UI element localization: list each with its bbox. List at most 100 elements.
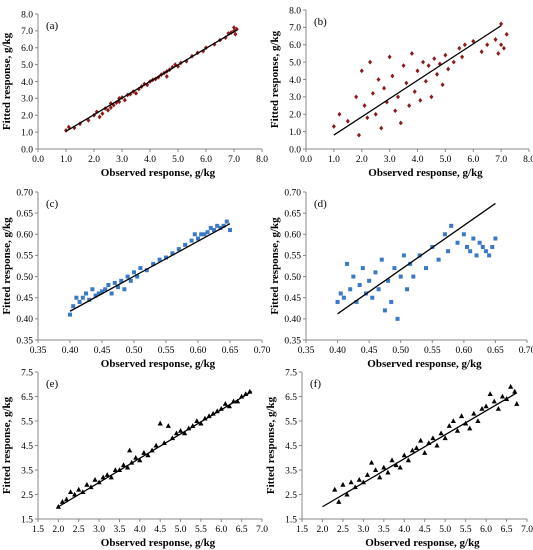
data-point	[87, 297, 92, 302]
x-tick-label: 7.0	[521, 525, 533, 535]
x-tick-label: 0.50	[392, 346, 409, 356]
data-point	[483, 403, 489, 409]
data-point	[491, 398, 497, 404]
y-tick-label: 3.0	[289, 93, 301, 103]
data-point	[435, 71, 440, 77]
data-point	[194, 418, 200, 423]
data-point	[514, 401, 520, 406]
x-axis-title: Observed response, g/kg	[101, 537, 216, 549]
data-point	[199, 232, 204, 237]
y-tick-label: 5.0	[289, 58, 301, 68]
data-point	[348, 287, 353, 292]
data-point	[455, 240, 460, 245]
data-point	[71, 304, 76, 309]
x-tick-label: 6.0	[467, 155, 479, 165]
data-point	[100, 474, 106, 480]
data-point	[415, 68, 420, 74]
x-tick-label: 3.5	[378, 525, 390, 535]
data-point	[460, 54, 465, 60]
data-point	[364, 472, 371, 477]
y-tick-label: 0.65	[284, 209, 301, 219]
data-point	[157, 257, 162, 262]
data-point	[450, 418, 456, 423]
y-axis-title: Fitted response, g/kg	[269, 217, 281, 315]
chart-panel-4: 0.35 0.40 0.45 0.50 0.55 0.60 0.65 0.70 0.35 0.40…	[269, 188, 533, 370]
data-point	[454, 428, 461, 433]
x-tick-label: 0.40	[329, 346, 346, 356]
data-point	[437, 61, 442, 67]
y-tick-label: 5.5	[285, 417, 297, 427]
y-tick-label: 0.65	[16, 209, 33, 219]
data-point	[68, 312, 72, 317]
x-tick-label: 5.0	[175, 525, 187, 535]
panel-label: (f)	[310, 378, 321, 390]
x-tick-label: 8.0	[523, 155, 533, 165]
data-point	[411, 274, 416, 279]
data-point	[461, 232, 466, 237]
data-point	[157, 420, 163, 426]
data-point	[501, 45, 506, 51]
chart-panel-3: 0.35 0.40 0.45 0.50 0.55 0.60 0.65 0.70 0.35 0.40…	[1, 188, 271, 370]
data-point	[67, 489, 74, 495]
data-point	[440, 82, 445, 88]
data-point	[377, 474, 383, 480]
x-tick-label: 5.0	[172, 155, 184, 165]
data-point	[127, 447, 133, 453]
x-tick-label: 2.0	[88, 155, 100, 165]
data-point	[84, 481, 90, 487]
data-point	[331, 124, 336, 129]
y-tick-label: 1.5	[21, 515, 33, 525]
data-point	[340, 481, 346, 487]
data-point	[215, 223, 220, 228]
data-point	[395, 316, 400, 321]
x-tick-label: 6.0	[200, 155, 212, 165]
data-point	[385, 469, 391, 475]
data-point	[404, 80, 409, 86]
data-point	[356, 477, 362, 482]
x-axis-title: Observed response, g/kg	[368, 167, 483, 179]
x-tick-label: 6.5	[236, 525, 248, 535]
data-point	[212, 228, 216, 233]
data-point	[120, 462, 127, 468]
data-point	[165, 423, 171, 428]
y-tick-label: 7.5	[285, 368, 297, 378]
data-point	[365, 115, 370, 121]
data-point	[218, 225, 223, 230]
data-point	[504, 31, 509, 37]
y-tick-label: 1.5	[285, 515, 297, 525]
data-point	[423, 266, 428, 271]
y-tick-label: 5.5	[21, 417, 33, 427]
data-point	[128, 278, 133, 283]
data-point	[125, 274, 130, 279]
y-tick-label: 0.35	[16, 336, 33, 346]
data-point	[393, 108, 398, 114]
data-point	[135, 274, 140, 279]
data-point	[393, 462, 399, 468]
data-point	[508, 383, 514, 389]
x-tick-label: 2.0	[52, 525, 64, 535]
data-point	[332, 486, 338, 492]
data-point	[133, 454, 139, 460]
data-point	[338, 291, 343, 296]
x-tick-label: 0.45	[361, 346, 378, 356]
x-tick-label: 6.0	[480, 525, 492, 535]
y-tick-label: 7.5	[21, 368, 33, 378]
y-tick-label: 0.60	[16, 231, 33, 241]
y-tick-label: 6.5	[285, 393, 297, 403]
data-point	[109, 291, 114, 296]
data-point	[471, 410, 477, 416]
data-point	[170, 251, 175, 256]
x-tick-label: 0.45	[94, 346, 111, 356]
data-point	[196, 236, 200, 241]
data-point	[176, 247, 181, 252]
panel-label: (d)	[314, 198, 327, 210]
data-point	[409, 51, 414, 56]
data-point	[183, 242, 188, 247]
fit-line	[65, 29, 238, 132]
fit-line	[322, 392, 518, 508]
data-point	[382, 308, 387, 313]
data-point	[387, 54, 392, 60]
data-point	[407, 103, 412, 108]
y-tick-label: 0.60	[284, 231, 301, 241]
data-point	[348, 479, 354, 485]
